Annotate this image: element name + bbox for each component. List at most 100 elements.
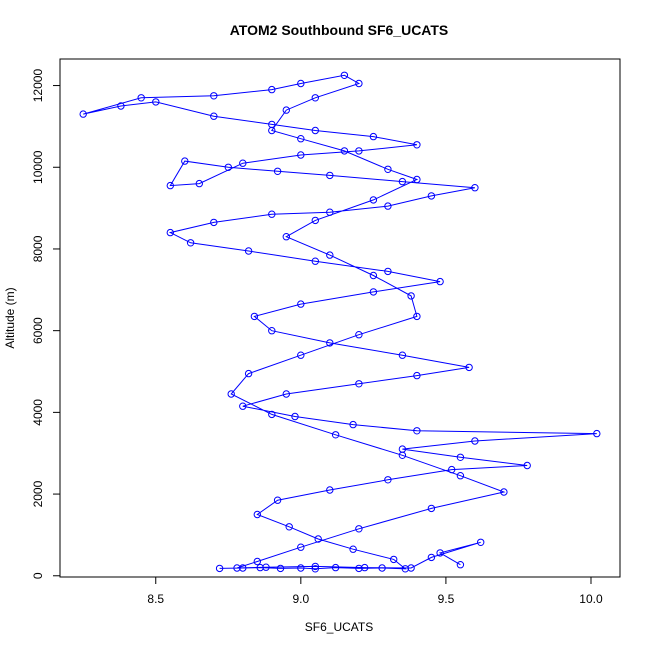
x-tick-label: 9.5 — [438, 592, 455, 606]
y-axis: 0 2000 4000 6000 8000 10000 12000 — [31, 69, 60, 579]
data-point — [268, 126, 276, 135]
y-tick-label: 8000 — [31, 235, 45, 262]
y-tick-label: 10000 — [31, 150, 45, 184]
data-point — [273, 496, 282, 504]
data-point — [436, 549, 444, 557]
data-point — [314, 535, 322, 543]
data-point — [297, 151, 305, 159]
data-point — [331, 431, 340, 439]
data-point — [340, 71, 349, 80]
y-tick-label: 6000 — [31, 317, 45, 344]
data-point — [268, 85, 276, 94]
data-point — [427, 553, 436, 562]
x-axis: 8.5 9.0 9.5 10.0 — [147, 576, 603, 606]
data-point — [340, 147, 349, 155]
data-point — [398, 351, 407, 359]
x-tick-label: 8.5 — [147, 592, 164, 606]
data-point — [326, 486, 334, 494]
data-point — [456, 472, 465, 480]
data-point — [355, 564, 363, 573]
data-point — [186, 239, 195, 247]
data-point — [244, 247, 253, 255]
data-point — [593, 429, 601, 438]
x-tick-label: 10.0 — [579, 592, 603, 606]
data-point — [239, 564, 247, 572]
data-point — [210, 112, 218, 120]
data-point — [326, 171, 334, 180]
data-point — [361, 563, 369, 572]
data-point — [239, 402, 247, 410]
data-point — [471, 184, 479, 192]
data-point — [384, 267, 392, 276]
data-point — [413, 141, 421, 149]
data-point — [256, 563, 264, 572]
data-point — [311, 565, 319, 573]
x-axis-label: SF6_UCATS — [305, 620, 373, 634]
data-point — [311, 562, 319, 571]
data-point — [297, 543, 305, 551]
data-point — [282, 106, 290, 114]
data-point — [398, 451, 407, 459]
data-point — [456, 453, 465, 461]
data-point — [465, 363, 473, 372]
data-point — [355, 525, 363, 533]
data-point — [378, 564, 386, 572]
data-point — [282, 233, 290, 241]
data-point — [297, 351, 305, 359]
data-point — [276, 564, 285, 573]
data-point — [166, 181, 175, 190]
data-point — [291, 412, 299, 421]
y-tick-label: 0 — [31, 572, 45, 579]
data-point — [436, 277, 444, 286]
data-point — [253, 557, 261, 566]
data-point — [262, 563, 270, 571]
data-point — [297, 135, 305, 143]
data-point — [311, 257, 319, 265]
data-point — [369, 196, 378, 204]
chart-title: ATOM2 Southbound SF6_UCATS — [230, 22, 449, 38]
data-point — [268, 210, 276, 218]
data-point — [413, 312, 421, 321]
data-point — [326, 339, 334, 347]
data-point — [331, 563, 340, 572]
data-point — [326, 251, 334, 259]
data-point — [427, 192, 436, 200]
data-point — [349, 545, 357, 553]
data-point — [456, 561, 465, 569]
data-point — [117, 102, 125, 110]
data-point — [268, 410, 276, 419]
x-tick-label: 9.0 — [292, 592, 309, 606]
data-point — [210, 218, 218, 227]
data-point — [233, 564, 241, 572]
data-point — [297, 300, 305, 308]
data-point — [349, 420, 357, 429]
data-point — [311, 94, 319, 102]
data-point — [407, 292, 415, 300]
data-point — [239, 159, 247, 167]
data-point — [369, 132, 378, 141]
data-point — [500, 488, 508, 496]
data-point — [471, 437, 479, 445]
data-point — [355, 380, 363, 388]
plot-area — [59, 58, 621, 578]
plot-frame — [59, 58, 621, 578]
data-point — [398, 177, 407, 186]
data-point — [210, 92, 218, 100]
y-tick-label: 12000 — [31, 69, 45, 103]
data-point — [384, 165, 392, 174]
data-point — [79, 110, 87, 118]
y-tick-label: 2000 — [31, 480, 45, 507]
data-point — [413, 175, 421, 184]
data-point — [297, 79, 305, 88]
data-point — [268, 327, 276, 335]
data-point — [407, 564, 415, 572]
data-point — [181, 157, 189, 165]
data-point — [224, 163, 233, 172]
data-point — [250, 312, 259, 321]
data-point — [227, 390, 235, 398]
data-point — [297, 564, 305, 572]
data-point — [244, 369, 253, 378]
y-axis-label: Altitude (m) — [3, 287, 17, 348]
data-point — [311, 216, 319, 225]
